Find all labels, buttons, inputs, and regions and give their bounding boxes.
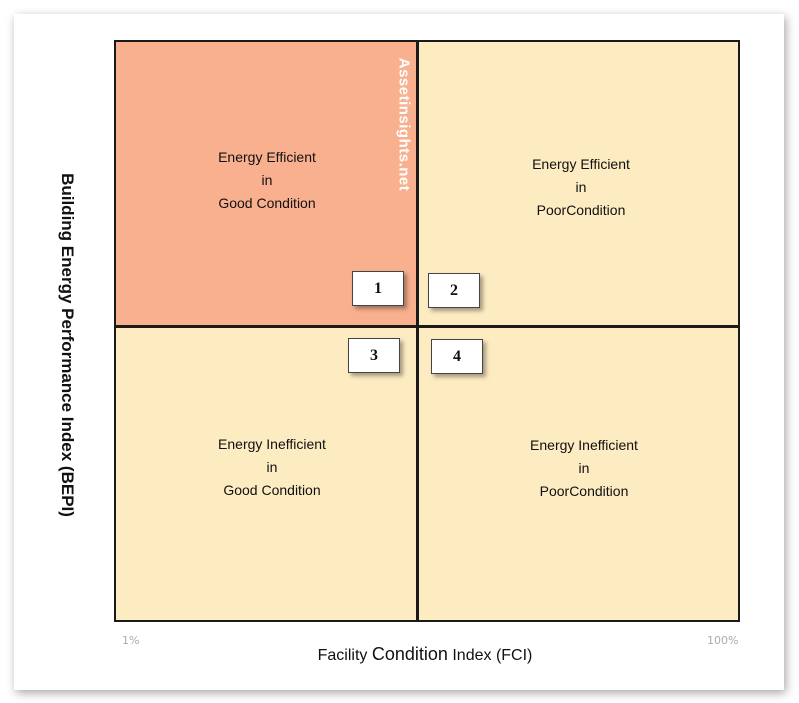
quadrant-number-3: 3 xyxy=(348,338,400,373)
x-axis-label-part2: Condition xyxy=(371,644,448,664)
quadrant-2-line2: in xyxy=(575,179,587,195)
quadrant-1-line3: Good Condition xyxy=(218,195,316,211)
quadrant-3: Energy Inefficient in Good Condition xyxy=(116,327,418,620)
quadrant-2-line1: Energy Efficient xyxy=(532,156,630,172)
quadrant-4: Energy Inefficient in PoorCondition xyxy=(418,327,738,620)
horizontal-divider xyxy=(116,325,738,328)
watermark: Assetinsights.net xyxy=(395,57,413,191)
quadrant-1-line1: Energy Efficient xyxy=(218,149,316,165)
quadrant-number-4: 4 xyxy=(431,339,483,374)
quadrant-matrix: Energy Efficient in Good Condition Energ… xyxy=(114,40,740,622)
x-axis-min-label: 1% xyxy=(122,634,140,647)
quadrant-3-line2: in xyxy=(266,459,278,475)
quadrant-number-1: 1 xyxy=(352,271,404,306)
quadrant-4-label: Energy Inefficient in PoorCondition xyxy=(474,434,694,503)
quadrant-2-line3: PoorCondition xyxy=(536,202,626,218)
quadrant-3-line3: Good Condition xyxy=(223,482,321,498)
quadrant-4-line2: in xyxy=(578,460,590,476)
y-axis-label-wrap: Building Energy Performance Index (BEPI) xyxy=(52,140,82,550)
y-axis-label: Building Energy Performance Index (BEPI) xyxy=(58,173,77,517)
quadrant-3-label: Energy Inefficient in Good Condition xyxy=(162,433,382,502)
quadrant-2-label: Energy Efficient in PoorCondition xyxy=(471,153,691,222)
quadrant-3-line1: Energy Inefficient xyxy=(218,436,326,452)
vertical-divider xyxy=(416,42,419,620)
x-axis-label-part3: Index (FCI) xyxy=(447,647,533,664)
quadrant-4-line3: PoorCondition xyxy=(539,483,629,499)
quadrant-number-2: 2 xyxy=(428,273,480,308)
x-axis-label-part1: Facility xyxy=(317,647,372,664)
quadrant-4-line1: Energy Inefficient xyxy=(530,437,638,453)
watermark-wrap: Assetinsights.net xyxy=(391,57,417,191)
quadrant-1-line2: in xyxy=(261,172,273,188)
quadrant-1-label: Energy Efficient in Good Condition xyxy=(157,146,377,215)
x-axis-max-label: 100% xyxy=(707,634,739,647)
quadrant-2: Energy Efficient in PoorCondition xyxy=(418,42,738,327)
x-axis-label: Facility Condition Index (FCI) xyxy=(230,644,620,665)
